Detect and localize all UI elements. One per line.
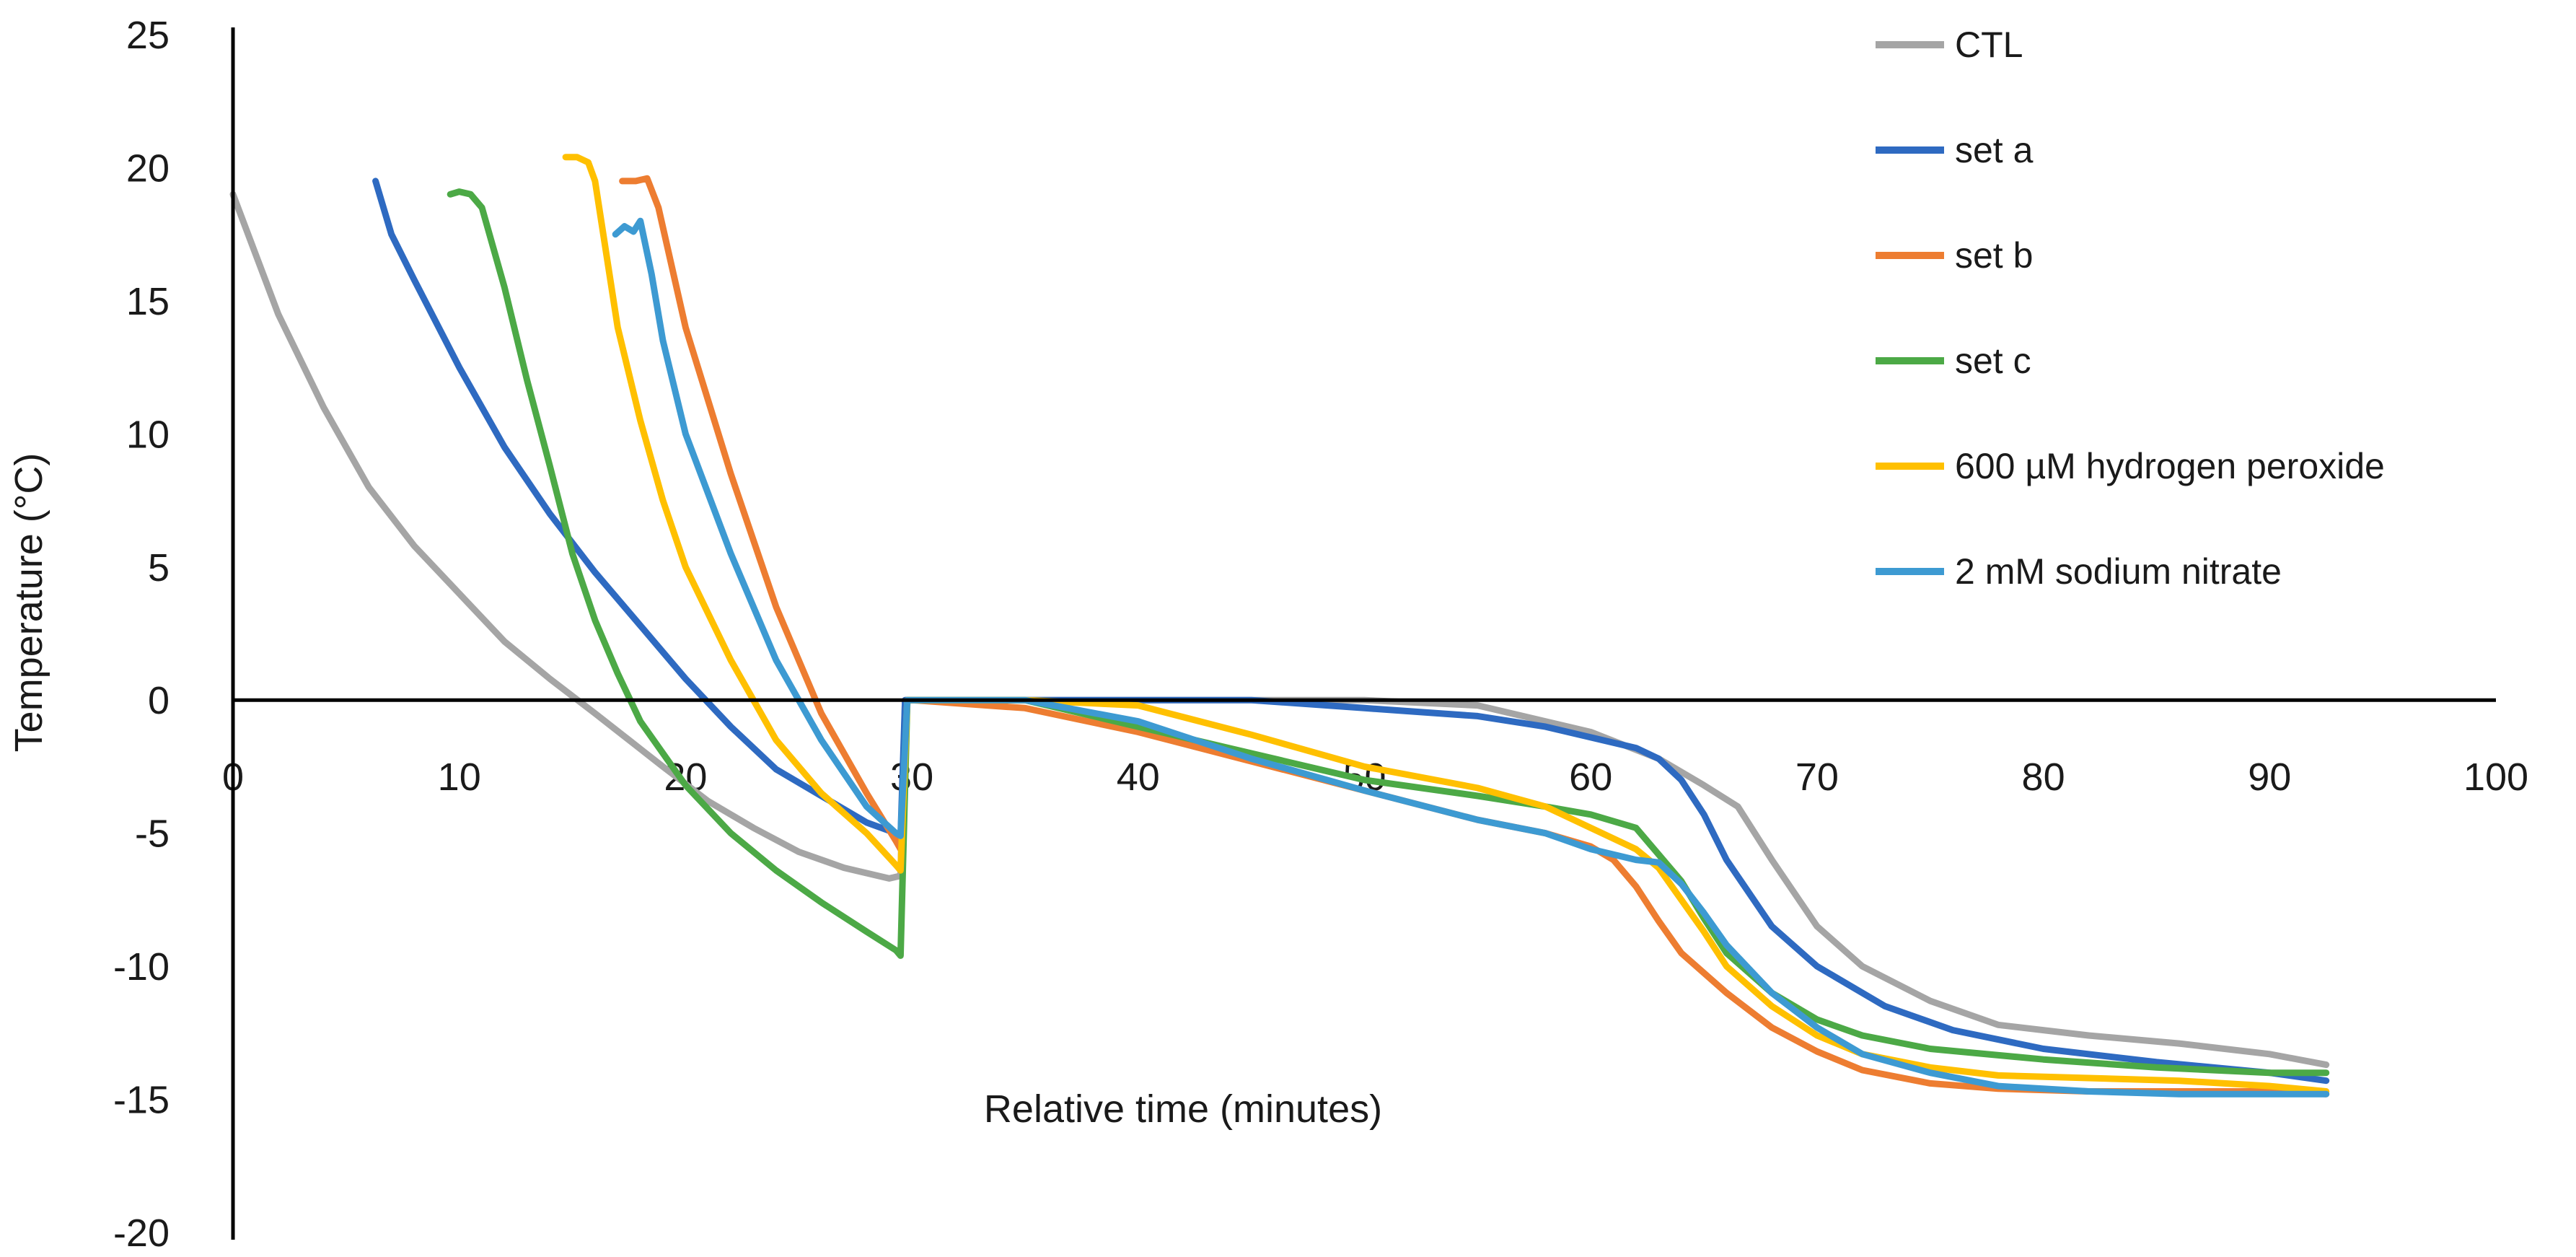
y-axis-title: Temperature (°C) — [7, 453, 50, 753]
x-axis-title: Relative time (minutes) — [984, 1087, 1382, 1131]
legend-label-2-mm-sodium-nitrate: 2 mM sodium nitrate — [1955, 551, 2282, 592]
y-tick-label: 15 — [126, 280, 170, 323]
series-layer — [229, 154, 2330, 1098]
y-tick-label: 10 — [126, 413, 170, 456]
legend-label-set-a: set a — [1955, 130, 2034, 170]
x-tick-label: 100 — [2463, 755, 2528, 799]
series-line-600-m-hydrogen-peroxide — [562, 154, 2330, 1095]
x-tick-label: 40 — [1117, 755, 1160, 799]
y-tick-label: -20 — [113, 1212, 170, 1255]
legend-label-set-b: set b — [1955, 235, 2033, 276]
y-tick-labels: 25 20 15 10 5 0 -5 -10 -15 -20 — [113, 14, 170, 1255]
x-tick-label: 70 — [1795, 755, 1839, 799]
legend-label-ctl: CTL — [1955, 25, 2023, 65]
y-tick-label: -10 — [113, 945, 170, 989]
legend: CTL set a set b set c 600 µM hydrogen peroxi… — [1876, 25, 2385, 592]
x-tick-label: 80 — [2022, 755, 2065, 799]
x-tick-label: 60 — [1569, 755, 1612, 799]
series-line-ctl — [229, 190, 2330, 1069]
series-line-set-a — [372, 178, 2330, 1085]
y-tick-label: 5 — [148, 546, 170, 590]
series-line-set-b — [619, 175, 2330, 1098]
x-tick-label: 10 — [438, 755, 481, 799]
y-tick-label: 25 — [126, 14, 170, 57]
legend-label-600-m-hydrogen-peroxide: 600 µM hydrogen peroxide — [1955, 446, 2385, 486]
y-tick-label: 20 — [126, 146, 170, 190]
legend-label-set-c: set c — [1955, 341, 2031, 381]
series-line-set-c — [447, 188, 2330, 1077]
x-tick-label: 30 — [890, 755, 933, 799]
y-tick-label: -5 — [135, 813, 170, 856]
x-tick-label: 90 — [2248, 755, 2291, 799]
y-tick-label: -15 — [113, 1079, 170, 1122]
y-tick-label: 0 — [148, 679, 170, 722]
series-line-2-mm-sodium-nitrate — [612, 217, 2330, 1098]
